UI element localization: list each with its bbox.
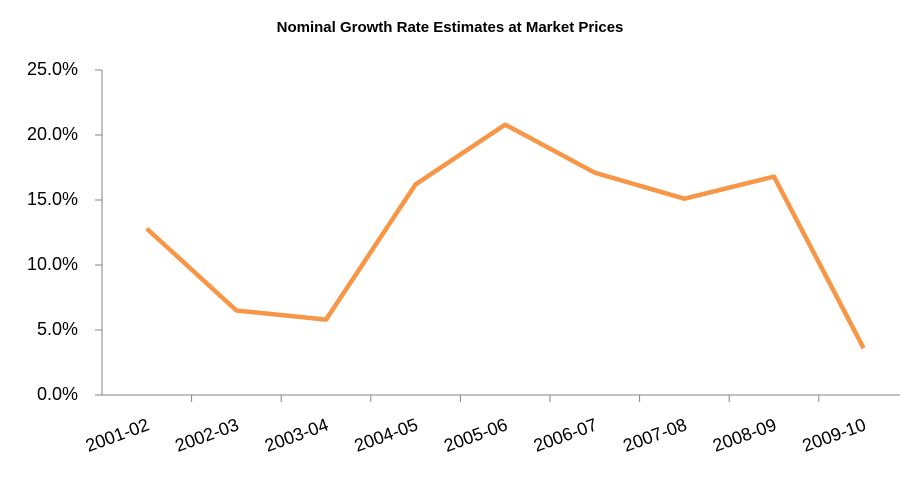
- x-tick-label: 2008-09: [710, 414, 779, 455]
- x-tick-label: 2004-05: [352, 414, 421, 455]
- x-tick-label: 2003-04: [262, 414, 331, 455]
- y-tick-label: 0.0%: [37, 384, 78, 404]
- x-tick-label: 2006-07: [531, 414, 600, 455]
- x-tick-label: 2007-08: [620, 414, 689, 455]
- line-series: [145, 122, 866, 350]
- x-tick-label: 2005-06: [441, 414, 510, 455]
- x-tick-label: 2009-10: [800, 414, 869, 455]
- y-tick-label: 25.0%: [27, 59, 78, 79]
- y-tick-label: 5.0%: [37, 319, 78, 339]
- y-tick-label: 15.0%: [27, 189, 78, 209]
- chart-title: Nominal Growth Rate Estimates at Market …: [277, 19, 624, 36]
- x-tick-label: 2001-02: [83, 414, 152, 455]
- y-tick-label: 20.0%: [27, 124, 78, 144]
- y-tick-label: 10.0%: [27, 254, 78, 274]
- x-tick-label: 2002-03: [172, 414, 241, 455]
